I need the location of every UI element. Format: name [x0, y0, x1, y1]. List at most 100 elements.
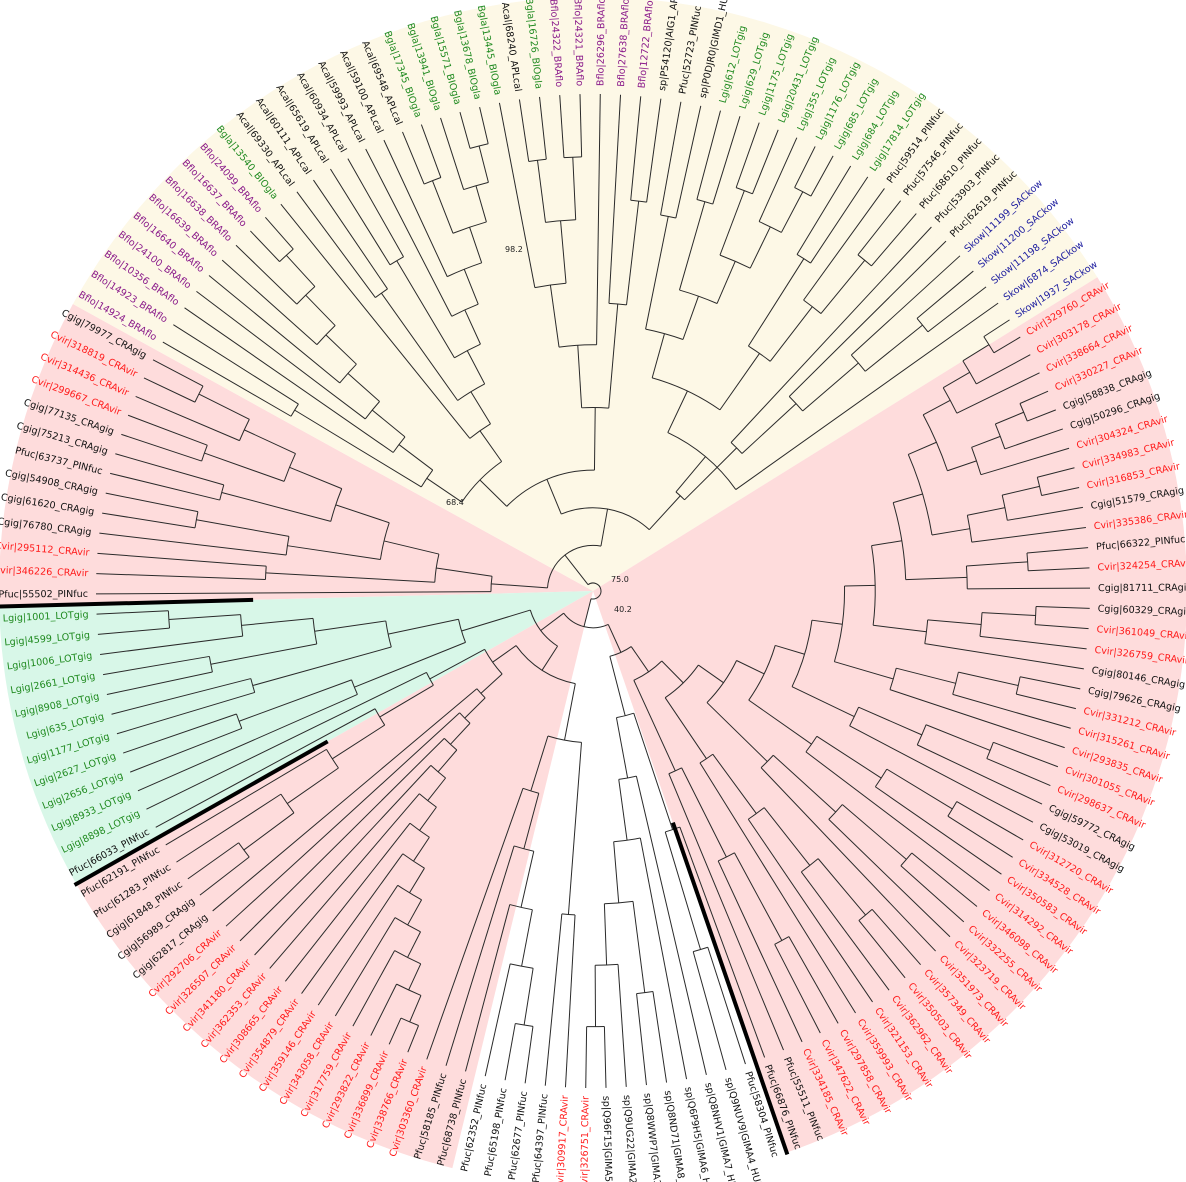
branch-line-263 [958, 671, 1019, 686]
branch-line-226 [995, 411, 1024, 425]
leaf-label: Cgig|81711_CRAgig [1098, 583, 1186, 595]
branch-line-19 [102, 512, 196, 529]
leaf-label: Cvir|324254_CRAvir [1097, 558, 1186, 573]
branch-line-158 [780, 191, 804, 233]
branch-arc-456 [167, 610, 171, 629]
branch-line-425 [199, 856, 250, 896]
branch-line-336 [639, 837, 688, 1080]
branch-line-115 [536, 160, 546, 223]
branch-line-256 [1034, 624, 1089, 630]
branch-arc-353 [515, 645, 576, 685]
branch-line-337 [613, 841, 620, 903]
branch-arc-136 [652, 377, 721, 411]
branch-line-407 [317, 885, 399, 1006]
branch-line-415 [429, 648, 485, 680]
branch-arc-2 [546, 544, 602, 588]
branch-line-204 [844, 584, 876, 587]
branch-line-100 [440, 117, 465, 190]
branch-line-63 [221, 259, 318, 345]
branch-line-451 [102, 655, 210, 676]
branch-line-70 [264, 216, 294, 250]
branch-line-187 [927, 286, 987, 333]
branch-line-246 [1026, 547, 1089, 554]
branch-line-406 [334, 917, 396, 1017]
branch-line-86 [464, 309, 481, 345]
branch-line-69 [250, 230, 280, 262]
branch-arc-225 [994, 423, 1006, 450]
branch-line-316 [734, 852, 783, 941]
branch-line-16 [99, 532, 287, 556]
branch-line-192 [630, 646, 650, 673]
branch-line-295 [911, 852, 978, 907]
branch-line-161 [810, 155, 834, 197]
branch-line-5 [96, 591, 491, 595]
branch-line-155 [749, 226, 771, 269]
branch-arc-201 [791, 620, 813, 687]
clade-divider-lines [0, 597, 790, 1156]
branch-arc-203 [833, 586, 845, 662]
branch-line-33 [244, 429, 296, 454]
branch-line-374 [445, 845, 515, 1066]
branch-line-64 [305, 294, 336, 326]
branch-line-31 [121, 433, 202, 462]
branch-line-343 [603, 903, 608, 966]
branch-line-109 [596, 94, 601, 345]
branch-line-293 [841, 804, 907, 860]
branch-line-396 [407, 931, 421, 958]
branch-line-186 [916, 270, 974, 319]
branch-line-89 [463, 269, 479, 305]
branch-line-255 [1036, 606, 1090, 609]
branch-line-257 [979, 635, 1087, 650]
branch-arc-209 [907, 454, 933, 536]
branch-arc-45 [461, 461, 502, 503]
branch-arc-262 [952, 672, 959, 695]
leaf-label: Bflo|26296_BRAflo [595, 0, 607, 86]
branch-line-121 [559, 95, 565, 158]
branch-line-230 [1004, 428, 1063, 450]
branch-line-312 [633, 680, 676, 772]
leaf-label: Bflo|24321_BRAflo [571, 0, 584, 86]
branch-line-240 [1007, 506, 1084, 521]
leaf-label: sp|Q9UG22|GIMA2_HUMAN [621, 1095, 641, 1182]
branch-line-219 [993, 336, 1021, 354]
branch-line-423 [243, 812, 295, 851]
branch-line-88 [365, 148, 453, 317]
branch-line-410 [269, 793, 420, 969]
branch-line-444 [116, 691, 255, 735]
branch-line-194 [661, 660, 684, 684]
branch-line-339 [632, 901, 646, 993]
branch-line-400 [409, 995, 422, 1023]
branch-line-322 [609, 656, 626, 716]
branch-arc-163 [748, 345, 771, 362]
branch-line-175 [684, 447, 737, 501]
branch-line-412 [239, 738, 445, 942]
branch-line-320 [717, 860, 803, 1043]
branch-line-251 [927, 619, 982, 625]
branch-line-148 [712, 116, 741, 205]
branch-line-356 [567, 742, 582, 915]
branch-line-305 [817, 858, 866, 916]
branch-line-421 [287, 767, 339, 804]
branch-line-442 [252, 646, 392, 687]
branch-line-51 [173, 324, 299, 405]
branch-line-358 [564, 914, 576, 1088]
branch-line-74 [470, 391, 491, 425]
branch-line-366 [521, 909, 533, 967]
bootstrap-b684: 68.4 [446, 498, 464, 507]
branch-arc-254 [1034, 606, 1037, 625]
branch-line-180 [788, 240, 947, 397]
branch-line-14 [287, 545, 381, 560]
branch-line-135 [667, 390, 688, 433]
branch-line-310 [747, 818, 873, 1003]
bootstrap-values: 98.2 68.4 75.0 40.2 [446, 245, 632, 614]
branch-line-36 [198, 393, 250, 420]
branch-line-196 [698, 664, 724, 684]
branch-line-61 [325, 334, 357, 365]
branch-arc-351 [529, 609, 558, 647]
branch-line-231 [980, 447, 1070, 476]
branch-line-142 [675, 105, 702, 219]
branch-line-123 [608, 303, 619, 409]
branch-line-26 [115, 453, 224, 486]
branch-arc-280 [805, 736, 818, 753]
